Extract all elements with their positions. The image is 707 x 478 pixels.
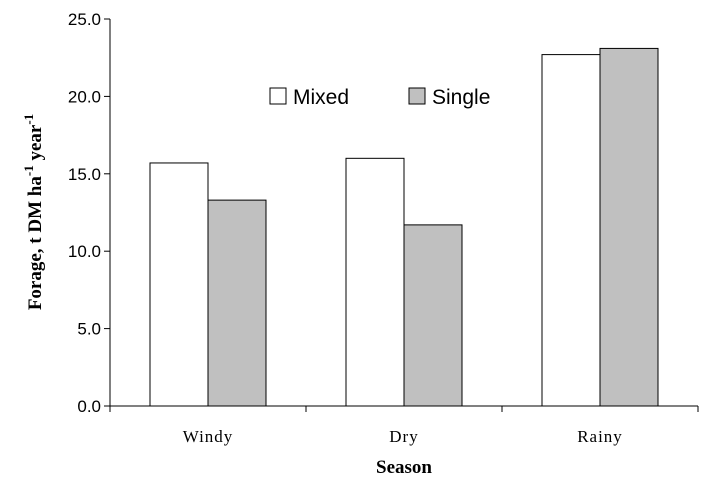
- y-tick-label: 20.0: [68, 87, 101, 106]
- bar-mixed-rainy: [541, 54, 601, 407]
- y-ticks-group: 0.0 5.0 10.0 15.0 20.0 25.0: [68, 10, 110, 416]
- legend-item-single: Single: [408, 86, 490, 109]
- bar-single-windy: [207, 199, 267, 407]
- axes-group: [109, 19, 698, 407]
- legend-swatch-single: [408, 87, 426, 105]
- y-tick-label: 15.0: [68, 165, 101, 184]
- x-tick-label-windy: Windy: [183, 427, 234, 446]
- y-tick-label: 25.0: [68, 10, 101, 29]
- y-axis-title-sup-1: -1: [21, 165, 36, 176]
- legend: Mixed Single: [269, 86, 490, 109]
- y-tick-label: 10.0: [68, 242, 101, 261]
- bars-group: [149, 47, 659, 407]
- y-axis-title-part-2: year: [25, 124, 46, 165]
- bar-mixed-windy: [149, 162, 209, 407]
- y-axis-title-part-1: Forage, t DM ha: [25, 176, 46, 311]
- x-axis-title: Season: [376, 457, 432, 478]
- legend-swatch-mixed: [269, 87, 287, 105]
- x-tick-label-rainy: Rainy: [577, 427, 623, 446]
- bar-single-rainy: [599, 47, 659, 407]
- y-axis-title-sup-2: -1: [21, 114, 36, 125]
- y-axis-title: Forage, t DM ha-1 year-1: [21, 114, 46, 310]
- x-ticks-group: Windy Dry Rainy: [109, 406, 699, 446]
- bar-single-dry: [403, 224, 463, 407]
- y-tick-label: 5.0: [77, 320, 101, 339]
- x-tick-label-dry: Dry: [389, 427, 418, 446]
- bar-mixed-dry: [345, 157, 405, 407]
- legend-item-mixed: Mixed: [269, 86, 349, 109]
- y-tick-label: 0.0: [77, 397, 101, 416]
- legend-label-mixed: Mixed: [293, 86, 349, 109]
- legend-label-single: Single: [432, 86, 490, 109]
